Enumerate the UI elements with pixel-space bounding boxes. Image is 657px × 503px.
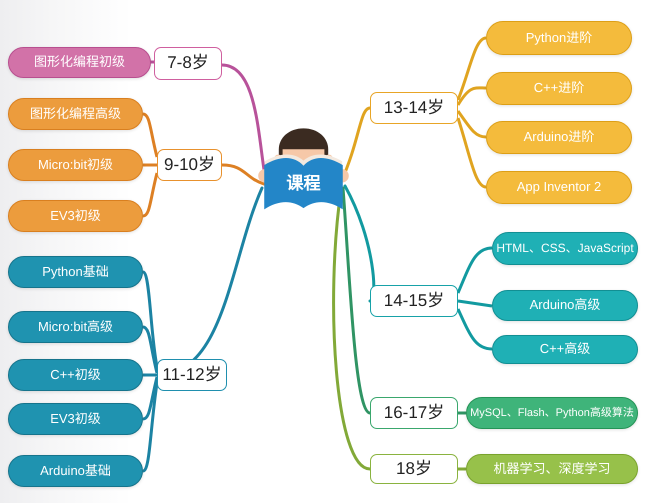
svg-text:课程: 课程 bbox=[286, 174, 320, 193]
